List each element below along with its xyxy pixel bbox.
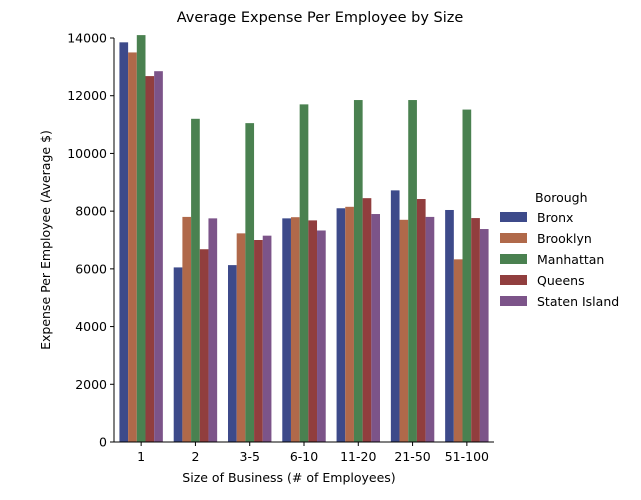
legend-swatch-bronx xyxy=(500,212,527,222)
x-tick-label: 2 xyxy=(191,449,199,464)
bar-staten-island-3-5 xyxy=(262,235,272,442)
bar-manhattan-21-50 xyxy=(408,100,417,442)
x-tick-label: 51-100 xyxy=(445,449,489,464)
legend-swatch-manhattan xyxy=(500,254,527,264)
y-tick-label: 2000 xyxy=(75,377,107,392)
bar-manhattan-1 xyxy=(136,35,146,443)
bar-queens-51-100 xyxy=(471,218,480,442)
bar-manhattan-3-5 xyxy=(245,123,255,442)
chart-title: Average Expense Per Employee by Size xyxy=(177,10,464,26)
bar-staten-island-6-10 xyxy=(317,230,326,442)
bar-manhattan-11-20 xyxy=(353,100,363,442)
bar-brooklyn-6-10 xyxy=(290,217,300,442)
legend-label-staten-island: Staten Island xyxy=(537,294,619,309)
y-tick-label: 12000 xyxy=(67,88,107,103)
bar-queens-3-5 xyxy=(254,240,263,442)
y-tick-label: 10000 xyxy=(67,146,107,161)
bar-manhattan-6-10 xyxy=(299,104,309,443)
bar-brooklyn-11-20 xyxy=(345,206,354,442)
bar-bronx-51-100 xyxy=(445,209,454,442)
x-tick-label: 3-5 xyxy=(240,449,260,464)
x-axis-label: Size of Business (# of Employees) xyxy=(182,470,395,485)
y-tick-label: 6000 xyxy=(75,261,107,276)
bar-brooklyn-21-50 xyxy=(399,219,409,442)
x-tick-label: 1 xyxy=(137,449,145,464)
y-axis-label: Expense Per Employee (Average $) xyxy=(38,130,53,350)
x-tick-label: 6-10 xyxy=(290,449,318,464)
legend-swatch-staten-island xyxy=(500,296,527,306)
bar-staten-island-21-50 xyxy=(425,216,435,442)
bar-brooklyn-3-5 xyxy=(236,233,246,442)
bar-queens-21-50 xyxy=(416,199,426,442)
legend-title: Borough xyxy=(535,190,588,205)
y-tick-label: 14000 xyxy=(67,31,107,46)
bar-queens-6-10 xyxy=(308,220,318,442)
bar-manhattan-2 xyxy=(191,118,200,443)
bar-brooklyn-51-100 xyxy=(453,259,463,442)
bar-staten-island-11-20 xyxy=(371,214,380,442)
bar-bronx-11-20 xyxy=(336,208,346,442)
x-tick-label: 11-20 xyxy=(340,449,376,464)
bar-staten-island-1 xyxy=(154,71,163,442)
y-tick-label: 4000 xyxy=(75,319,107,334)
legend-swatch-brooklyn xyxy=(500,233,527,243)
bar-bronx-6-10 xyxy=(282,218,291,442)
bar-brooklyn-1 xyxy=(128,52,137,443)
y-tick-label: 8000 xyxy=(75,204,107,219)
legend-label-brooklyn: Brooklyn xyxy=(537,231,592,246)
bar-queens-11-20 xyxy=(362,198,372,442)
legend-label-manhattan: Manhattan xyxy=(537,252,604,267)
bar-bronx-21-50 xyxy=(390,190,400,442)
bar-queens-1 xyxy=(145,76,155,442)
y-tick-label: 0 xyxy=(99,435,107,450)
bar-bronx-1 xyxy=(119,42,129,442)
legend: Borough Bronx Brooklyn Manhattan Queens Stat… xyxy=(500,190,619,309)
bar-bronx-2 xyxy=(173,267,183,442)
axes-group: 0 2000 4000 6000 8000 10000 12000 14000 1 2 3-5 6-1… xyxy=(67,31,494,464)
legend-swatch-queens xyxy=(500,275,527,285)
bar-queens-2 xyxy=(199,249,209,442)
bar-staten-island-51-100 xyxy=(479,229,489,442)
legend-label-bronx: Bronx xyxy=(537,210,573,225)
bar-brooklyn-2 xyxy=(182,216,192,442)
x-tick-label: 21-50 xyxy=(394,449,430,464)
bars-group xyxy=(119,35,489,443)
bar-manhattan-51-100 xyxy=(462,109,472,442)
bar-staten-island-2 xyxy=(208,218,218,442)
legend-label-queens: Queens xyxy=(537,273,585,288)
bar-bronx-3-5 xyxy=(228,265,237,442)
